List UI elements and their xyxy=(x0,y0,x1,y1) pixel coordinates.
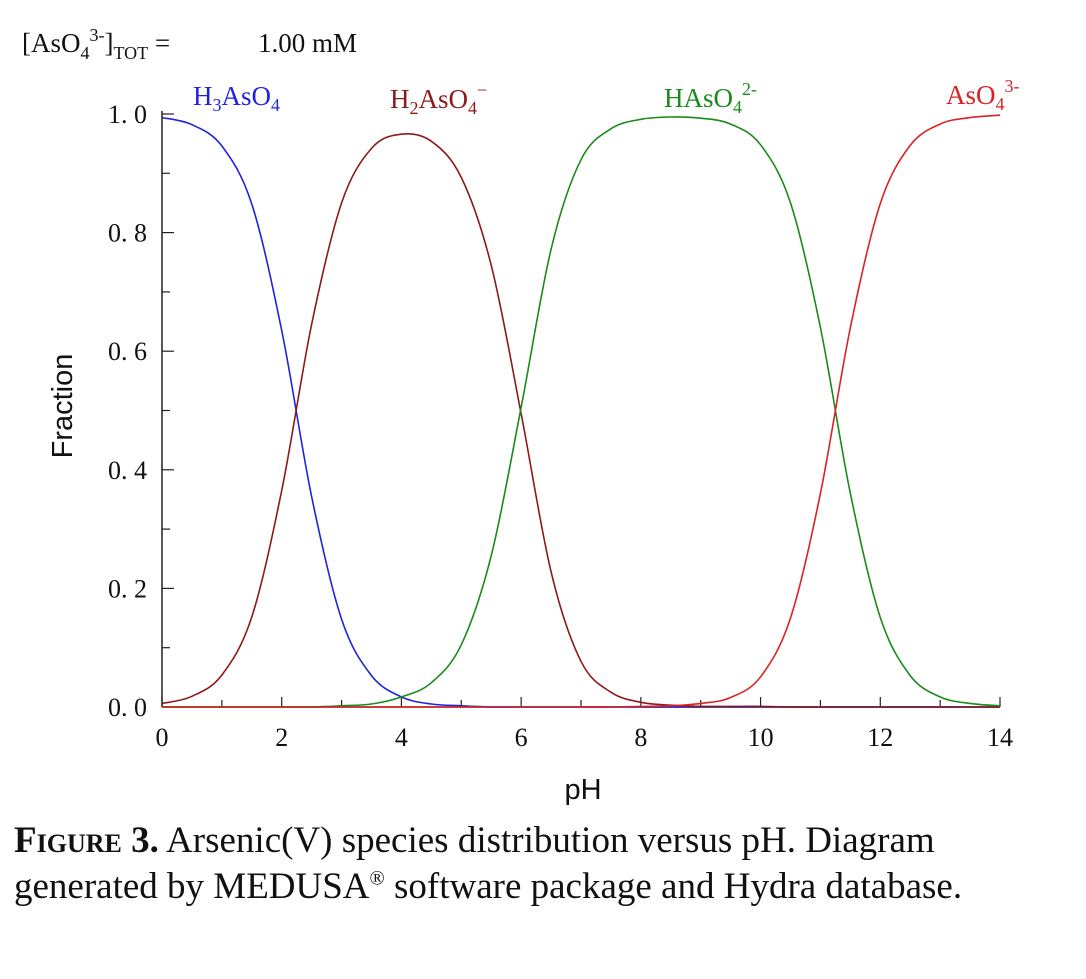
x-tick-label: 8 xyxy=(634,723,647,752)
x-tick-label: 0 xyxy=(156,723,169,752)
series-line-0 xyxy=(161,116,1000,708)
x-tick-label: 6 xyxy=(515,723,528,752)
series-label-2: HAsO42- xyxy=(664,79,757,117)
figure-label: Figure 3. xyxy=(14,820,159,861)
x-tick-label: 14 xyxy=(987,723,1013,752)
x-axis-title: pH xyxy=(564,774,601,806)
total-concentration-label: [AsO43-]TOT = xyxy=(22,25,170,63)
series-labels: H3AsO4 H2AsO4− HAsO42- AsO43- xyxy=(193,76,1020,118)
x-tick-label: 4 xyxy=(395,723,408,752)
x-tick-label: 12 xyxy=(867,723,893,752)
y-axis-title: Fraction xyxy=(47,354,79,459)
registered-mark: ® xyxy=(369,867,385,890)
total-concentration-value: 1.00 mM xyxy=(258,28,357,58)
figure-caption: Figure 3. Arsenic(V) species distributio… xyxy=(14,818,1074,910)
series-line-3 xyxy=(162,114,1001,708)
y-tick-label: 0. 2 xyxy=(108,574,147,603)
x-tick-label: 2 xyxy=(275,723,288,752)
series-label-3: AsO43- xyxy=(946,76,1020,114)
caption-text-before: Arsenic(V) species distribution versus p… xyxy=(14,820,935,907)
series-line-1 xyxy=(161,132,1000,708)
y-tick-label: 0. 8 xyxy=(108,219,147,248)
series-line-2 xyxy=(162,116,1001,708)
y-tick-labels: 0. 0 0. 2 0. 4 0. 6 0. 8 1. 0 xyxy=(108,100,147,722)
series-lines xyxy=(161,114,1001,708)
y-tick-label: 1. 0 xyxy=(108,100,147,129)
y-tick-label: 0. 6 xyxy=(108,337,147,366)
x-tick-label: 10 xyxy=(748,723,774,752)
series-label-0: H3AsO4 xyxy=(193,81,280,115)
y-tick-label: 0. 4 xyxy=(108,456,147,485)
y-tick-label: 0. 0 xyxy=(108,693,147,722)
axis-ticks xyxy=(161,113,1001,708)
series-label-1: H2AsO4− xyxy=(390,80,487,118)
caption-text-after: software package and Hydra database. xyxy=(384,866,963,907)
x-tick-labels: 0 2 4 6 8 10 12 14 xyxy=(156,723,1014,752)
